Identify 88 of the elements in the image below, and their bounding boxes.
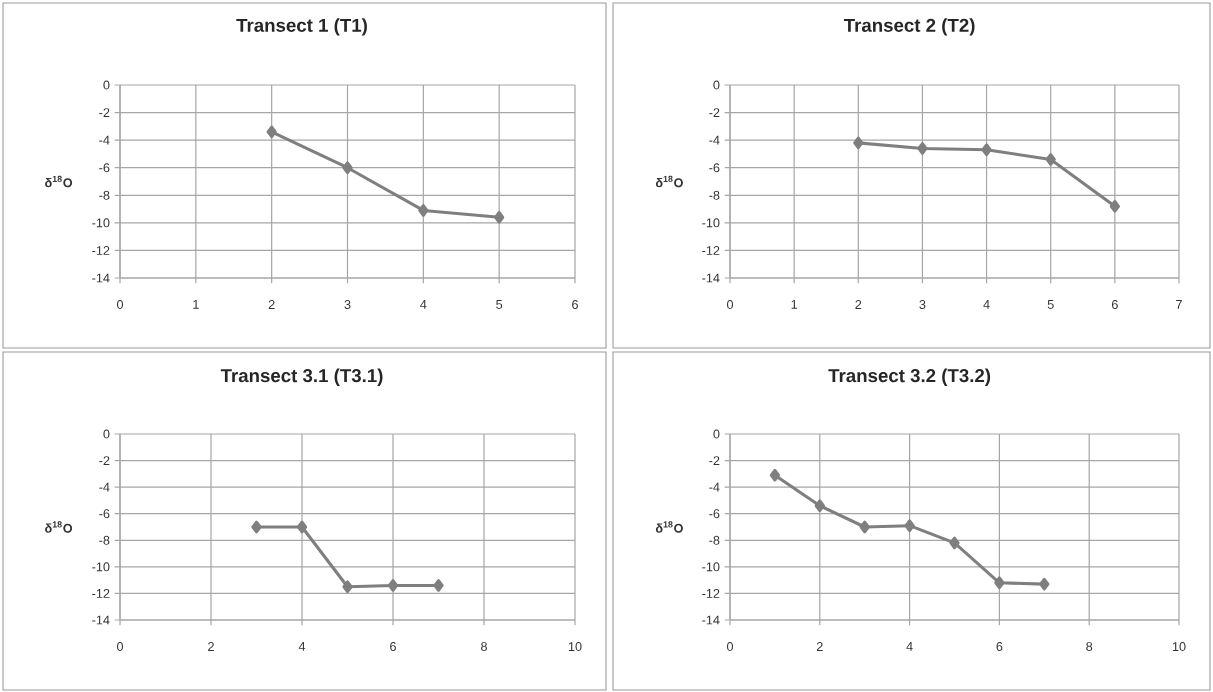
y-tick-label: 0: [713, 80, 720, 90]
x-tick-label: 4: [420, 300, 427, 309]
y-tick-label: -12: [702, 246, 720, 255]
point: [296, 520, 308, 534]
x-tick-label: 0: [726, 300, 734, 310]
y-tick-label: 0: [713, 429, 720, 439]
point: [433, 579, 444, 592]
y-tick-label: -14: [702, 615, 720, 625]
point: [904, 519, 915, 533]
y-tick-label: -4: [99, 135, 110, 145]
y-tick-label: -4: [709, 135, 720, 145]
y-tick-label: -8: [709, 535, 720, 545]
y-tick-label: -2: [99, 456, 110, 465]
y-tick-label: -4: [709, 482, 720, 492]
x-tick-label: 8: [481, 642, 487, 652]
point: [387, 579, 399, 592]
x-tick-label: 5: [496, 300, 503, 309]
y-tick-label: -10: [702, 218, 720, 228]
x-tick-label: 0: [116, 642, 124, 652]
y-tick-label: -14: [92, 615, 110, 625]
y-tick-label: 0: [103, 429, 110, 439]
point: [251, 520, 262, 534]
y-tick-label: 0: [103, 80, 110, 90]
chart-title: Transect 3.1 (T3.1): [220, 368, 383, 386]
point: [981, 143, 992, 157]
point: [342, 580, 353, 594]
x-tick-label: 1: [791, 300, 798, 309]
y-tick-label: -14: [702, 273, 720, 283]
y-tick-label: -6: [99, 163, 110, 173]
y-tick-label: -10: [702, 562, 720, 572]
y-tick-label: -12: [92, 246, 110, 255]
x-tick-label: 10: [568, 642, 582, 652]
y-tick-label: -8: [99, 190, 110, 200]
y-tick-label: -10: [92, 562, 110, 572]
point: [266, 125, 277, 139]
x-tick-label: 4: [298, 642, 306, 651]
y-tick-label: -14: [92, 273, 110, 283]
y-tick-label: -2: [709, 456, 720, 465]
x-tick-label: 2: [855, 300, 862, 309]
y-tick-label: -6: [709, 163, 720, 173]
y-tick-label: -12: [702, 589, 720, 598]
x-tick-label: 10: [1172, 642, 1186, 652]
x-tick-label: 5: [1047, 300, 1054, 309]
x-tick-label: 4: [983, 300, 990, 309]
x-tick-label: 0: [116, 300, 124, 310]
point: [853, 136, 864, 150]
point: [494, 211, 505, 224]
y-tick-label: -8: [99, 535, 110, 545]
x-tick-label: 6: [390, 642, 396, 652]
x-tick-label: 6: [1111, 300, 1118, 310]
y-axis-title: δ$^{18}$O: [655, 521, 683, 533]
x-tick-label: 3: [919, 300, 926, 310]
y-tick-label: -12: [92, 589, 110, 598]
x-tick-label: 2: [816, 642, 823, 651]
x-tick-label: 2: [208, 642, 214, 651]
point: [1109, 199, 1120, 213]
x-tick-label: 4: [906, 642, 913, 651]
y-axis-title: δ$^{18}$O: [45, 175, 73, 188]
y-axis-title: δ$^{18}$O: [655, 175, 683, 188]
point: [342, 161, 353, 175]
y-tick-label: -10: [92, 218, 110, 228]
x-tick-label: 7: [1176, 300, 1182, 309]
y-axis-title: δ$^{18}$O: [45, 521, 73, 533]
x-tick-label: 0: [726, 642, 734, 652]
x-tick-label: 8: [1086, 642, 1093, 652]
x-tick-label: 6: [996, 642, 1003, 652]
x-tick-label: 6: [572, 300, 578, 310]
point: [949, 536, 960, 550]
point: [994, 576, 1005, 590]
chart-title: Transect 3.2 (T3.2): [828, 368, 991, 386]
point: [917, 142, 928, 155]
point: [1039, 577, 1050, 591]
x-tick-label: 3: [344, 300, 351, 310]
x-tick-label: 2: [268, 300, 275, 309]
chart-title: Transect 2 (T2): [843, 18, 975, 36]
point: [859, 520, 870, 534]
x-tick-label: 1: [193, 300, 199, 309]
y-tick-label: -4: [99, 482, 110, 492]
point: [814, 499, 825, 513]
point: [1045, 153, 1056, 166]
y-tick-label: -8: [709, 190, 720, 200]
y-tick-label: -6: [709, 509, 720, 519]
chart-title: Transect 1 (T1): [236, 18, 367, 36]
point: [769, 468, 781, 482]
y-tick-label: -2: [709, 108, 720, 117]
y-tick-label: -2: [99, 108, 110, 117]
point: [418, 204, 429, 217]
y-tick-label: -6: [99, 509, 110, 519]
